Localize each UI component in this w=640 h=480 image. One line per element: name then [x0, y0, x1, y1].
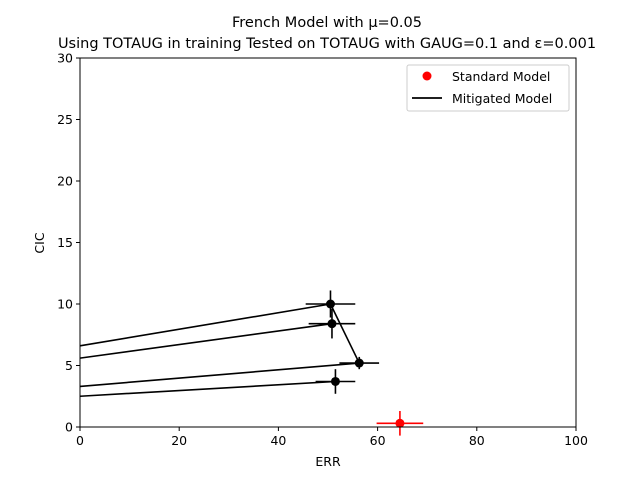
- y-axis-label: CIC: [32, 232, 47, 253]
- chart-title-line-1: French Model with μ=0.05: [232, 15, 422, 31]
- x-tick-label: 80: [469, 433, 485, 448]
- x-tick-label: 20: [171, 433, 187, 448]
- y-tick-label: 30: [57, 51, 73, 66]
- chart-title-line-2: Using TOTAUG in training Tested on TOTAU…: [58, 36, 596, 52]
- legend: Standard Model Mitigated Model: [406, 64, 570, 112]
- mitigated-line-segment: [329, 303, 360, 364]
- mitigated-line-segment: [79, 362, 360, 388]
- y-tick-label: 5: [65, 358, 73, 373]
- y-tick-label: 25: [57, 112, 73, 127]
- y-tick-label: 10: [57, 297, 73, 312]
- mitigated-point: [354, 358, 364, 368]
- x-tick-label: 100: [564, 433, 588, 448]
- mitigated-line-segment: [79, 380, 336, 398]
- standard-point: [395, 418, 405, 428]
- legend-standard-marker: [422, 71, 432, 81]
- mitigated-point: [325, 299, 335, 309]
- mitigated-point: [327, 319, 337, 329]
- legend-mitigated-label: Mitigated Model: [452, 91, 552, 106]
- mitigated-line-segment: [79, 303, 331, 347]
- y-tick-label: 15: [57, 235, 73, 250]
- mitigated-line-segment: [79, 322, 333, 359]
- mitigated-point: [330, 376, 340, 386]
- y-tick-label: 20: [57, 174, 73, 189]
- axis-ticks: 0 20 40 60 80 100 0 5 10 15 20 25 30: [57, 51, 588, 449]
- x-tick-label: 0: [76, 433, 84, 448]
- y-tick-label: 0: [65, 420, 73, 435]
- legend-box: [406, 64, 570, 112]
- x-axis-label: ERR: [315, 454, 341, 469]
- x-tick-label: 60: [370, 433, 386, 448]
- plot-area: [79, 290, 424, 436]
- x-tick-label: 40: [270, 433, 286, 448]
- legend-standard-label: Standard Model: [452, 69, 550, 84]
